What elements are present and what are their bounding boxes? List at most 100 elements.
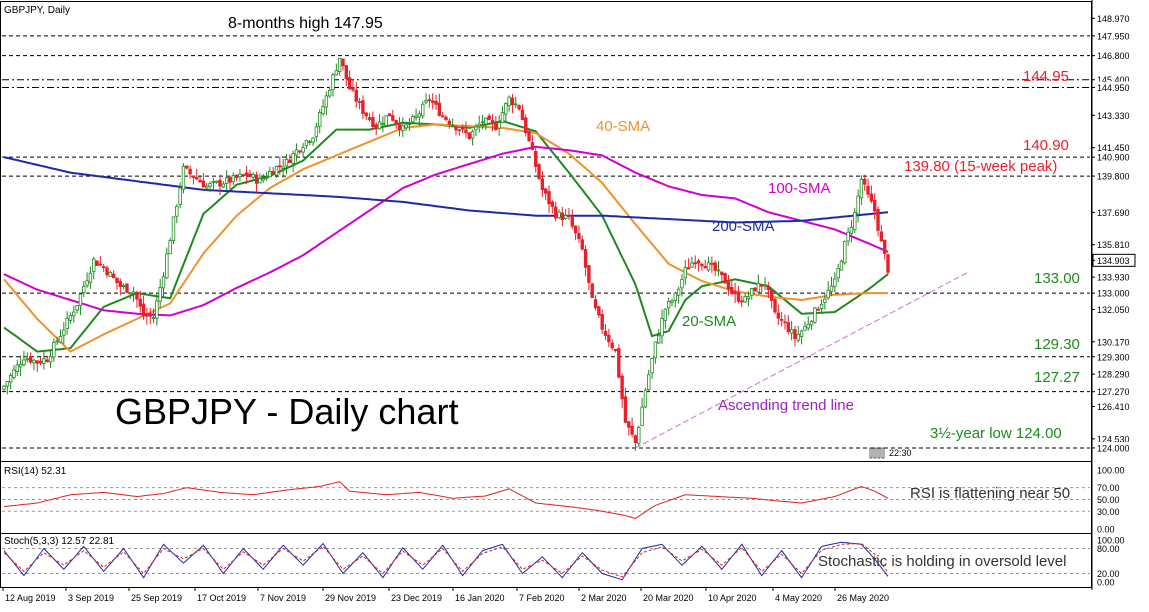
panel-frames [0, 0, 1093, 590]
candle-body [18, 364, 23, 368]
candle-body [121, 285, 126, 288]
candle-body [334, 70, 339, 76]
candle-body [803, 326, 807, 331]
annotation-127-27: 127.27 [1034, 369, 1080, 386]
candle-body [484, 117, 488, 125]
candle-body [497, 122, 501, 129]
price-tag-box [1093, 170, 1135, 183]
time-marker [877, 447, 881, 459]
rsi-line [3, 481, 889, 519]
candle-body [221, 183, 226, 188]
y-tick-label: 139.800 [1097, 172, 1130, 182]
candle-body [806, 323, 810, 329]
candle-body [799, 330, 804, 337]
candle-body [155, 300, 159, 319]
candle-body [347, 77, 352, 90]
candle-body [111, 273, 116, 278]
candle-body [500, 112, 505, 123]
stoch-panel-title: Stoch(5,3,3) 12.57 22.81 [4, 536, 115, 547]
candle-body [607, 334, 611, 343]
candle-body [288, 159, 292, 163]
rsi-tick-label: 100.00 [1097, 465, 1125, 475]
stoch-annotation: Stochastic is holding in oversold level [818, 553, 1066, 570]
candle-body [543, 188, 548, 194]
time-marker [873, 447, 877, 459]
label-20-sma: 20-SMA [682, 313, 736, 330]
candle-body [530, 142, 535, 151]
candle-body [783, 321, 787, 324]
label-ascending-trend-line: Ascending trend line [718, 397, 854, 414]
candle-body [723, 273, 727, 284]
candle-body [494, 123, 498, 131]
candle-body [733, 291, 737, 295]
candle-body [686, 267, 691, 270]
y-tick-label: 141.450 [1097, 143, 1130, 153]
candle-body [873, 200, 877, 212]
candle-body [750, 288, 754, 296]
x-tick-label: 16 Jan 2020 [455, 593, 505, 603]
candle-body [278, 165, 282, 168]
candle-body [354, 89, 358, 102]
candle-body [357, 101, 362, 103]
candle-body [746, 296, 751, 300]
candle-body [301, 147, 305, 153]
candle-body [431, 100, 435, 103]
y-tick-label: 143.330 [1097, 111, 1130, 121]
candle-body [337, 57, 342, 72]
y-tick-label: 126.410 [1097, 402, 1130, 412]
candle-body [258, 178, 262, 184]
candle-body [583, 249, 588, 268]
candle-body [434, 100, 438, 105]
y-tick-label: 148.970 [1097, 14, 1130, 24]
time-marker [869, 447, 873, 459]
candle-body [32, 359, 36, 364]
series-lines [3, 119, 889, 581]
rsi-annotation: RSI is flattening near 50 [910, 485, 1070, 502]
candle-body [15, 364, 19, 372]
candle-body [118, 281, 123, 288]
candle-body [251, 174, 255, 178]
candle-body [440, 115, 445, 118]
candle-body [740, 300, 744, 303]
candle-body [633, 435, 638, 444]
horizontal-levels [2, 35, 1090, 574]
candle-body [882, 239, 887, 254]
price-tag-box [1093, 350, 1135, 363]
y-tick-label: 144.950 [1097, 83, 1130, 93]
candle-body [168, 240, 172, 255]
rsi-tick-label: 0.00 [1097, 525, 1115, 535]
candle-body [274, 166, 279, 176]
y-tick-label: 145.400 [1097, 75, 1130, 85]
candle-body [381, 122, 385, 125]
candle-body [527, 130, 531, 142]
price-tag-box [1093, 81, 1135, 94]
candle-body [570, 216, 574, 227]
candle-body [125, 283, 129, 293]
candle-body [700, 263, 704, 267]
x-tick-label: 25 Sep 2019 [131, 593, 182, 603]
candle-body [411, 116, 415, 123]
price-tag-box [1093, 49, 1135, 62]
candle-body [507, 96, 511, 107]
candle-body [593, 299, 598, 309]
candle-body [866, 185, 870, 195]
candle-body [843, 241, 847, 264]
main-panel-title: GBPJPY, Daily [4, 5, 70, 16]
x-tick-label: 7 Feb 2020 [519, 593, 565, 603]
candle-body [809, 320, 814, 326]
candle-body [640, 406, 644, 427]
candle-body [115, 277, 119, 284]
candle-body [630, 425, 634, 435]
candle-body [268, 171, 272, 178]
candle-body [879, 231, 884, 242]
candle-body [846, 231, 850, 242]
candle-body [517, 105, 521, 110]
candle-body [653, 341, 658, 359]
candle-body [696, 260, 701, 264]
candle-body [264, 177, 269, 179]
candle-body [690, 262, 694, 268]
candle-body [650, 357, 654, 374]
candle-body [680, 279, 684, 289]
